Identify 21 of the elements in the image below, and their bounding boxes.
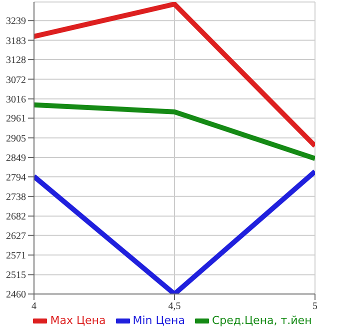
legend-label: Min Цена	[132, 314, 185, 327]
y-tick-label: 3072	[6, 74, 26, 86]
y-tick-label: 2460	[6, 290, 26, 301]
y-tick-label: 2905	[6, 133, 26, 144]
x-tick-label: 5	[312, 301, 318, 312]
y-tick-label: 3183	[6, 36, 26, 47]
y-tick-label: 2961	[6, 114, 26, 125]
y-tick-label: 2682	[6, 212, 26, 223]
y-tick-label: 3239	[6, 16, 26, 28]
y-tick-label: 2738	[6, 192, 26, 203]
y-tick-label: 3128	[6, 55, 26, 66]
y-tick-label: 2515	[6, 270, 26, 282]
y-tick-label: 2849	[6, 153, 26, 164]
y-tick-label: 2627	[6, 230, 26, 242]
x-tick-label: 4,5	[168, 301, 181, 312]
y-tick-label: 2794	[6, 172, 26, 184]
legend-label: Сред.Цена, т.йен	[210, 314, 312, 327]
y-tick-label: 2571	[6, 250, 26, 262]
legend-label: Max Цена	[49, 314, 106, 327]
x-tick-label: 4	[32, 301, 36, 312]
y-tick-label: 3016	[6, 94, 26, 106]
